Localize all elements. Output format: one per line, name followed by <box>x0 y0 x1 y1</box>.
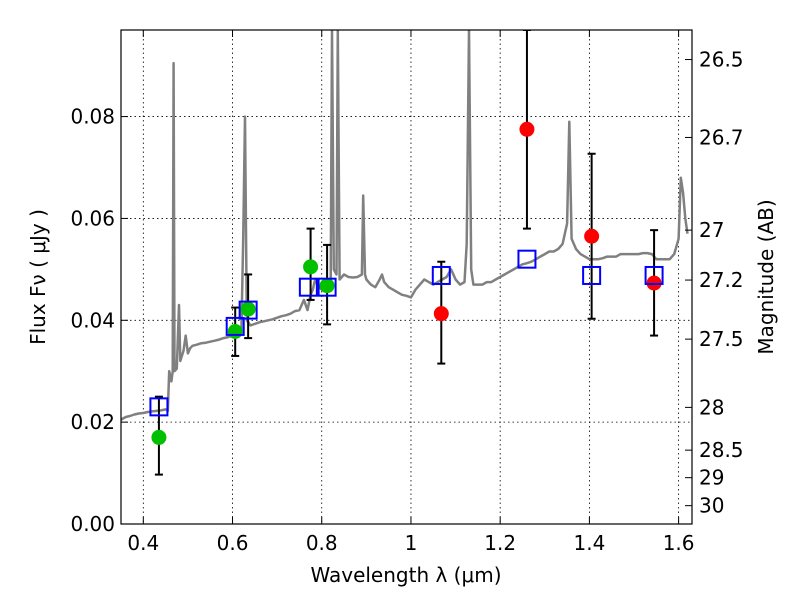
model-square-3 <box>298 277 318 297</box>
observed-point-2 <box>240 301 256 317</box>
right-tick-label-4: 27.5 <box>699 327 744 351</box>
right-axis-label: Magnitude (AB) <box>754 199 778 354</box>
right-tick-label-2: 27 <box>699 218 724 242</box>
right-tick-label-1: 26.7 <box>699 125 744 149</box>
model-square-2 <box>238 300 258 320</box>
model-square-5 <box>431 265 451 285</box>
x-tick-label-2: 0.8 <box>306 531 338 555</box>
observed-point-5 <box>433 306 449 322</box>
plot-frame <box>120 29 693 525</box>
observed-point-4 <box>319 278 335 294</box>
y-tick-label-0: 0.00 <box>70 512 115 536</box>
error-bars <box>154 30 659 476</box>
plot-area <box>121 30 689 476</box>
observed-point-6 <box>519 121 535 137</box>
y-axis-label: Flux Fν ( μJy ) <box>26 209 50 345</box>
y-tick-label-4: 0.08 <box>70 105 115 129</box>
observed-point-1 <box>227 323 243 339</box>
observed-point-0 <box>151 429 167 445</box>
model-square-1 <box>225 316 245 336</box>
model-photometry-points <box>149 249 664 417</box>
right-tick-label-6: 28.5 <box>699 438 744 462</box>
x-tick-label-1: 0.6 <box>217 531 249 555</box>
x-tick-label-3: 1 <box>405 531 418 555</box>
model-square-4 <box>317 277 337 297</box>
x-tick-label-4: 1.2 <box>484 531 516 555</box>
axis-ticks: 0.4 0.6 0.8 1 1.2 1.4 1.6 0.00 0.02 0.04 0.06 0.08 2… <box>70 30 744 555</box>
y-tick-label-1: 0.02 <box>70 410 115 434</box>
y-tick-label-2: 0.04 <box>70 308 115 332</box>
right-tick-label-8: 30 <box>699 494 724 518</box>
model-spectrum-line <box>121 30 689 421</box>
grid-lines <box>121 30 692 525</box>
x-axis-label: Wavelength λ (μm) <box>310 563 501 587</box>
model-square-0 <box>149 397 169 417</box>
y-tick-label-3: 0.06 <box>70 206 115 230</box>
model-square-6 <box>517 249 537 269</box>
observed-point-3 <box>303 259 319 275</box>
x-tick-label-5: 1.4 <box>573 531 605 555</box>
right-tick-label-3: 27.2 <box>699 268 744 292</box>
right-tick-label-0: 26.5 <box>699 48 744 72</box>
right-tick-label-7: 29 <box>699 466 724 490</box>
right-tick-label-5: 28 <box>699 395 724 419</box>
observed-point-7 <box>584 228 600 244</box>
model-square-7 <box>582 265 602 285</box>
observed-points <box>151 121 662 445</box>
x-tick-label-6: 1.6 <box>663 531 695 555</box>
x-tick-label-0: 0.4 <box>127 531 159 555</box>
model-square-8 <box>644 265 664 285</box>
